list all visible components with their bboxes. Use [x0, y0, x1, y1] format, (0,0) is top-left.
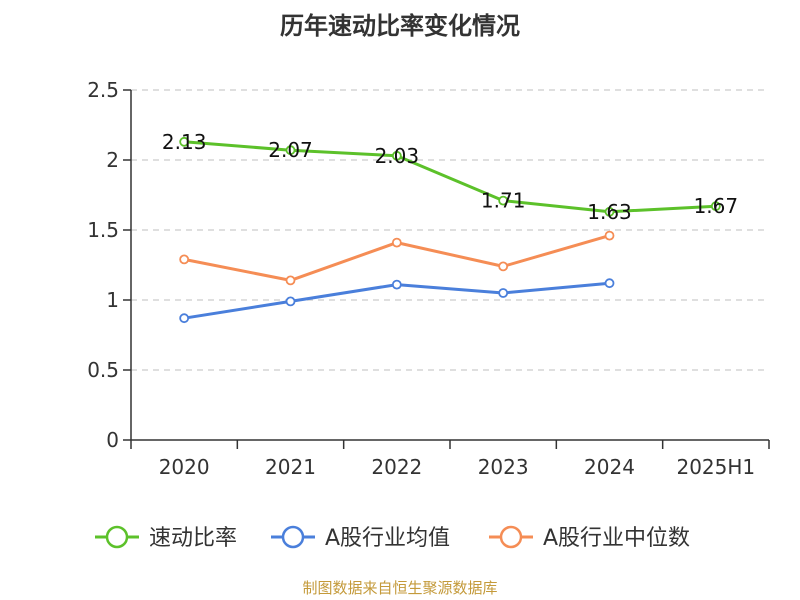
series-0 — [179, 136, 721, 217]
series-point — [604, 278, 615, 289]
series-point — [179, 313, 190, 324]
series-point — [710, 201, 721, 212]
x-tick-label: 2022 — [371, 455, 422, 479]
series-point — [604, 206, 615, 217]
series-point — [179, 136, 190, 147]
data-labels: 2.13 2.07 2.03 1.71 1.63 1.67 — [162, 130, 738, 224]
x-tick-label: 2021 — [265, 455, 316, 479]
legend-label: A股行业均值 — [325, 526, 450, 551]
data-label: 2.03 — [375, 144, 420, 168]
series-point — [285, 296, 296, 307]
series-point — [391, 279, 402, 290]
data-label: 1.71 — [481, 189, 526, 213]
data-label: 1.67 — [694, 194, 739, 218]
data-label: 2.13 — [162, 130, 207, 154]
series-point — [179, 254, 190, 265]
series-layer — [179, 136, 721, 324]
series-point — [391, 150, 402, 161]
legend-label: A股行业中位数 — [543, 526, 690, 551]
series-point — [285, 145, 296, 156]
series-point — [391, 237, 402, 248]
y-tick-label: 1.5 — [87, 218, 119, 242]
legend-label: 速动比率 — [149, 526, 237, 551]
y-tick-label: 2 — [106, 148, 119, 172]
series-line — [184, 140, 716, 214]
legend: 速动比率 A股行业均值 A股行业中位数 — [95, 525, 690, 551]
x-tick-label: 2020 — [159, 455, 210, 479]
x-tick-label: 2025H1 — [676, 455, 755, 479]
y-tick-label: 2.5 — [87, 78, 119, 102]
series-point — [498, 261, 509, 272]
series-1 — [179, 278, 615, 324]
legend-item: A股行业均值 — [271, 525, 450, 551]
grid — [131, 89, 769, 371]
y-tick-label: 1 — [106, 288, 119, 312]
axes: 0 0.5 1 1.5 2 2.5 2020 2021 2022 2023 2024 2025H1 — [87, 78, 770, 479]
series-2 — [179, 230, 615, 286]
series-point — [498, 288, 509, 298]
legend-marker — [499, 525, 523, 549]
series-point — [285, 275, 296, 286]
x-tick-label: 2024 — [584, 455, 635, 479]
x-tick-label: 2023 — [478, 455, 529, 479]
series-point — [604, 230, 615, 241]
legend-item: 速动比率 — [95, 525, 237, 551]
legend-marker — [281, 525, 305, 549]
legend-item: A股行业中位数 — [489, 525, 690, 551]
data-label: 1.63 — [587, 200, 632, 224]
y-tick-label: 0.5 — [87, 358, 119, 382]
chart-title: 历年速动比率变化情况 — [280, 12, 520, 40]
legend-marker — [105, 525, 129, 549]
series-point — [498, 195, 509, 206]
y-tick-label: 0 — [106, 428, 119, 452]
data-label: 2.07 — [268, 138, 313, 162]
source-note: 制图数据来自恒生聚源数据库 — [302, 579, 498, 597]
